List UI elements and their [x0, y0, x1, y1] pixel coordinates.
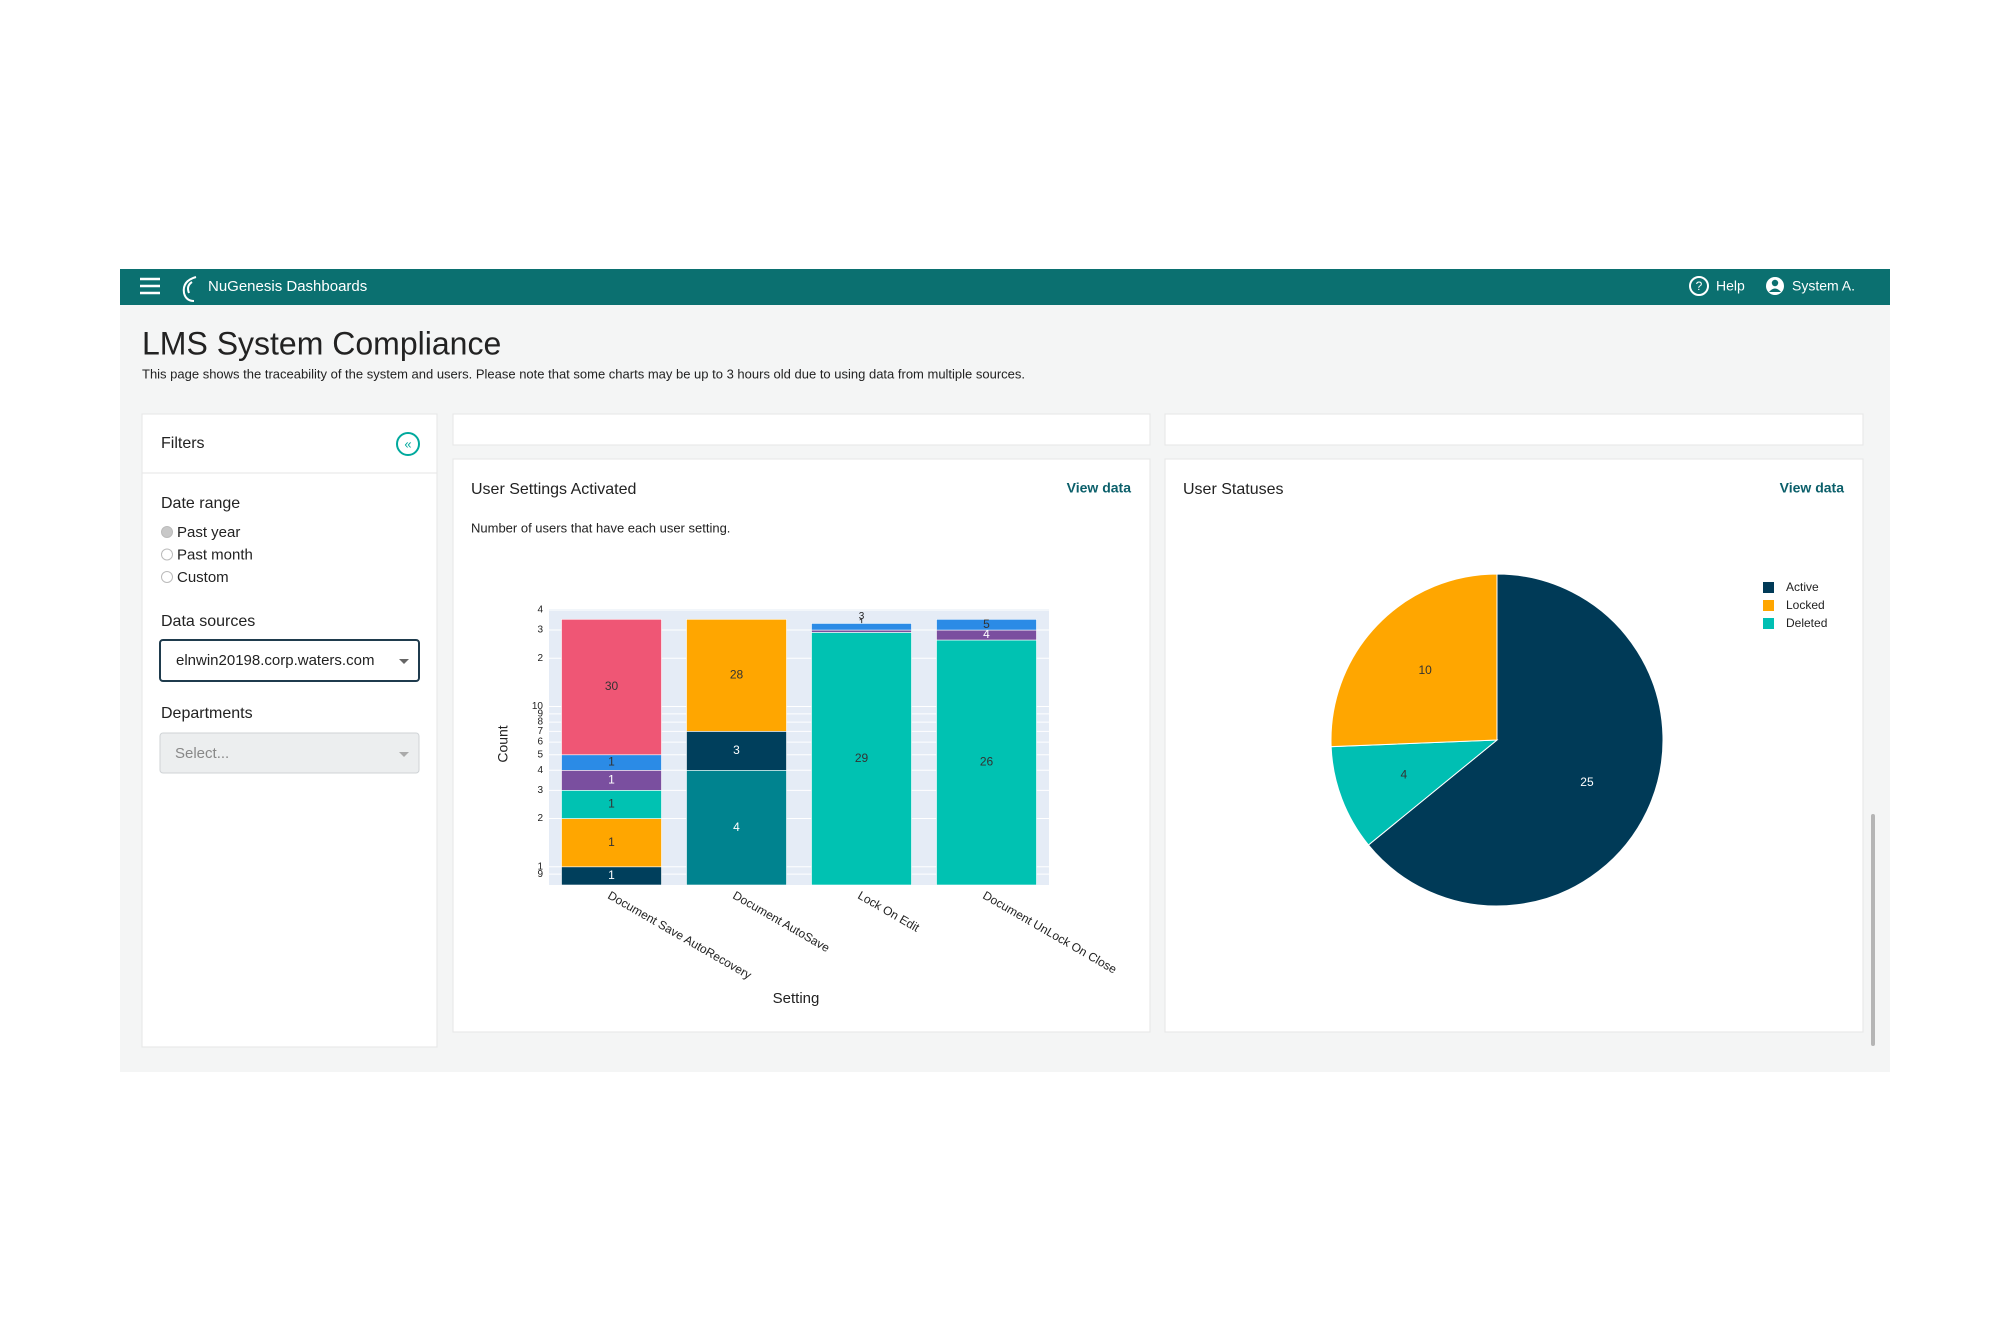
departments-select[interactable]: [159, 732, 420, 774]
menu-icon[interactable]: [140, 277, 160, 295]
bar-segment: [561, 790, 662, 819]
legend-swatch: [1763, 600, 1774, 611]
y-tick-label: 9: [537, 869, 543, 880]
y-tick-label: 4: [537, 605, 543, 616]
y-tick-label: 4: [537, 765, 543, 776]
chart-title: User Settings Activated: [471, 481, 636, 498]
brand[interactable]: NuGenesis Dashboards: [208, 278, 367, 295]
card-stub: [1164, 413, 1864, 446]
chart-subtitle: Number of users that have each user sett…: [471, 520, 730, 535]
x-axis-title: Setting: [773, 990, 820, 1007]
pie-slice: [1367, 573, 1664, 907]
pie-chart: 25 4 10 Active Locked Deleted: [1330, 573, 1827, 907]
radio[interactable]: [161, 526, 173, 538]
data-label: 3: [859, 611, 865, 622]
view-data-link[interactable]: View data: [1780, 480, 1845, 496]
y-tick-label: 7: [537, 726, 543, 737]
scrollbar[interactable]: [1871, 814, 1875, 1046]
bar-segment: [936, 639, 1037, 886]
data-label: 1: [608, 755, 615, 769]
legend-label: Active: [1786, 580, 1819, 594]
page-title: LMS System Compliance: [142, 325, 501, 361]
data-label: 4: [1401, 767, 1408, 781]
dropdown-arrow: [399, 659, 409, 664]
y-tick-label: 2: [537, 653, 543, 664]
chart-title: User Statuses: [1183, 481, 1283, 498]
y-tick-label: 3: [537, 625, 543, 636]
bar-segment: [811, 632, 912, 886]
data-label: 30: [605, 679, 619, 693]
logo: [182, 276, 197, 302]
y-tick-label: 10: [532, 701, 544, 712]
data-label: 1: [608, 797, 615, 811]
data-label: 4: [733, 820, 740, 834]
data-label: 1: [608, 868, 615, 882]
bar-segment: [686, 770, 787, 886]
data-label: 1: [608, 772, 615, 786]
user-menu[interactable]: System A.: [1792, 278, 1855, 294]
help-icon-glyph: ?: [1696, 279, 1703, 293]
help-icon[interactable]: [1689, 276, 1709, 296]
y-tick-label: 8: [537, 717, 543, 728]
bar-segment: [686, 731, 787, 771]
legend-label: Deleted: [1786, 616, 1827, 630]
data-label: 3: [733, 743, 740, 757]
radio[interactable]: [161, 548, 173, 561]
radio-label: Past month: [177, 546, 253, 563]
data-sources-label: Data sources: [161, 613, 255, 630]
data-label: 29: [855, 751, 869, 765]
bar-segment: [561, 619, 662, 756]
data-label: 1: [608, 835, 615, 849]
filter-title: Filters: [161, 435, 205, 452]
bar-segment: [936, 619, 1037, 631]
y-axis-title: Count: [495, 725, 511, 762]
page-subtitle: This page shows the traceability of the …: [142, 366, 1025, 381]
pie-slice: [1330, 739, 1499, 846]
bar-segment: [686, 619, 787, 732]
departments-label: Departments: [161, 705, 253, 722]
y-tick-label: 6: [537, 737, 543, 748]
y-tick-label: 1: [537, 861, 543, 872]
data-label: 26: [980, 755, 994, 769]
radio-label: Custom: [177, 569, 229, 586]
card-stub: [452, 413, 1151, 446]
y-tick-label: 5: [537, 749, 543, 760]
radio-group: Past year Past month Custom: [161, 524, 253, 586]
top-bar: [120, 269, 1890, 305]
data-label: 25: [1580, 775, 1594, 789]
dropdown-arrow: [399, 752, 409, 757]
collapse-glyph: «: [404, 436, 411, 451]
pie-slice: [1330, 573, 1498, 748]
radio[interactable]: [161, 571, 173, 583]
y-tick-label: 3: [537, 785, 543, 796]
data-label: 10: [1418, 663, 1432, 677]
legend-swatch: [1763, 582, 1774, 593]
departments-placeholder: Select...: [175, 745, 229, 762]
legend-label: Locked: [1786, 598, 1825, 612]
legend-swatch: [1763, 618, 1774, 629]
date-range-label: Date range: [161, 495, 240, 512]
data-source-value: elnwin20198.corp.waters.com: [176, 652, 374, 669]
filter-panel: [141, 413, 438, 1048]
view-data-link[interactable]: View data: [1067, 480, 1132, 496]
data-label: 4: [983, 627, 990, 641]
radio-label: Past year: [177, 524, 240, 541]
y-tick-label: 2: [537, 813, 543, 824]
collapse-button[interactable]: [396, 432, 420, 456]
user-icon-body: [1769, 288, 1781, 292]
data-label: 28: [730, 668, 744, 682]
help-link[interactable]: Help: [1716, 278, 1745, 294]
bar-segment: [811, 629, 912, 633]
data-source-select[interactable]: [159, 639, 420, 682]
data-label: 5: [983, 617, 990, 631]
user-icon-head: [1771, 279, 1779, 287]
y-tick-label: 9: [537, 709, 543, 720]
bar-segment: [811, 623, 912, 631]
